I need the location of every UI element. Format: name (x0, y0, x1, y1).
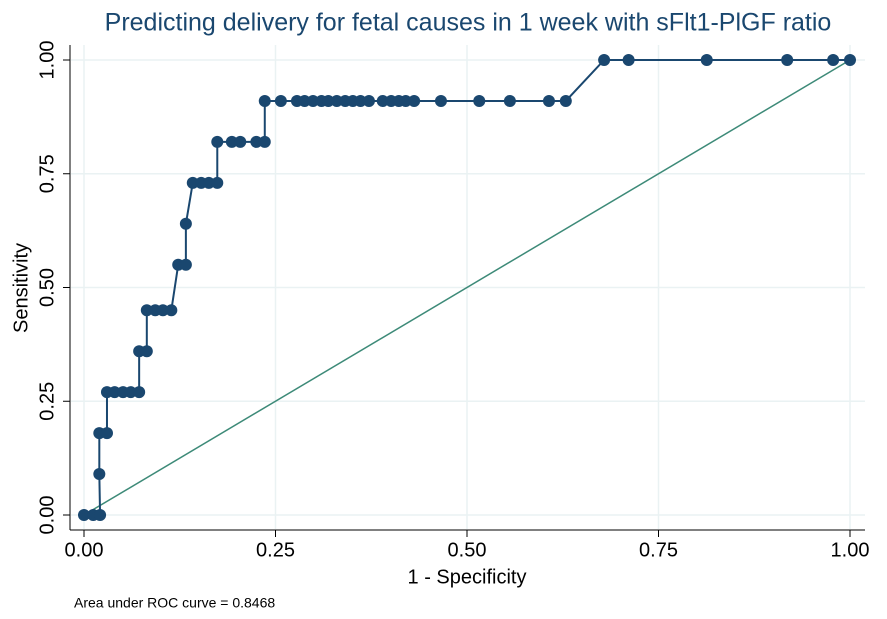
roc-point (376, 94, 389, 107)
x-tick-label: 1.00 (831, 539, 870, 561)
roc-point (399, 94, 412, 107)
roc-point (108, 386, 121, 399)
x-tick-label: 0.75 (639, 539, 678, 561)
roc-point (156, 304, 169, 317)
y-tick-label: 0.25 (36, 382, 58, 421)
x-axis-label: 1 - Specificity (408, 566, 527, 588)
roc-point (700, 54, 713, 66)
roc-point (124, 386, 137, 399)
roc-point (258, 135, 271, 148)
roc-point (250, 135, 263, 148)
roc-point (434, 94, 447, 107)
roc-point (781, 54, 794, 66)
roc-point (94, 509, 107, 521)
roc-point (211, 135, 224, 148)
roc-point (225, 135, 238, 148)
x-tick-label: 0.50 (448, 539, 487, 561)
roc-point (354, 94, 367, 107)
roc-point (140, 345, 153, 358)
roc-point (503, 94, 516, 107)
roc-point (542, 94, 555, 107)
roc-point (330, 94, 343, 107)
roc-point (307, 94, 320, 107)
roc-point (100, 427, 113, 440)
roc-point (140, 304, 153, 317)
roc-point (622, 54, 635, 66)
y-tick-label: 0.00 (36, 496, 58, 535)
roc-point (179, 217, 192, 230)
roc-point (298, 94, 311, 107)
note: Area under ROC curve = 0.8468 (74, 595, 275, 611)
x-tick-label: 0.25 (256, 539, 295, 561)
roc-point (322, 94, 335, 107)
roc-point (827, 54, 840, 66)
y-tick-label: 0.50 (36, 268, 58, 307)
roc-point (133, 386, 146, 399)
roc-point (179, 258, 192, 271)
y-tick-label: 0.75 (36, 154, 58, 193)
roc-point (362, 94, 375, 107)
roc-point (202, 176, 215, 189)
roc-point (93, 468, 106, 481)
roc-point (211, 176, 224, 189)
roc-point (234, 135, 247, 148)
roc-point (598, 54, 611, 66)
roc-point (473, 94, 486, 107)
roc-point (274, 94, 287, 107)
roc-point (186, 176, 199, 189)
chart-title: Predicting delivery for fetal causes in … (105, 9, 832, 37)
roc-point (258, 94, 271, 107)
roc-point (165, 304, 178, 317)
y-axis-label: Sensitivity (10, 243, 32, 333)
roc-point (844, 54, 856, 66)
reference-line (83, 59, 851, 516)
y-tick-label: 1.00 (36, 41, 58, 80)
x-tick-label: 0.00 (65, 539, 104, 561)
roc-point (78, 509, 90, 521)
roc-point (408, 94, 421, 107)
roc-point (559, 94, 572, 107)
